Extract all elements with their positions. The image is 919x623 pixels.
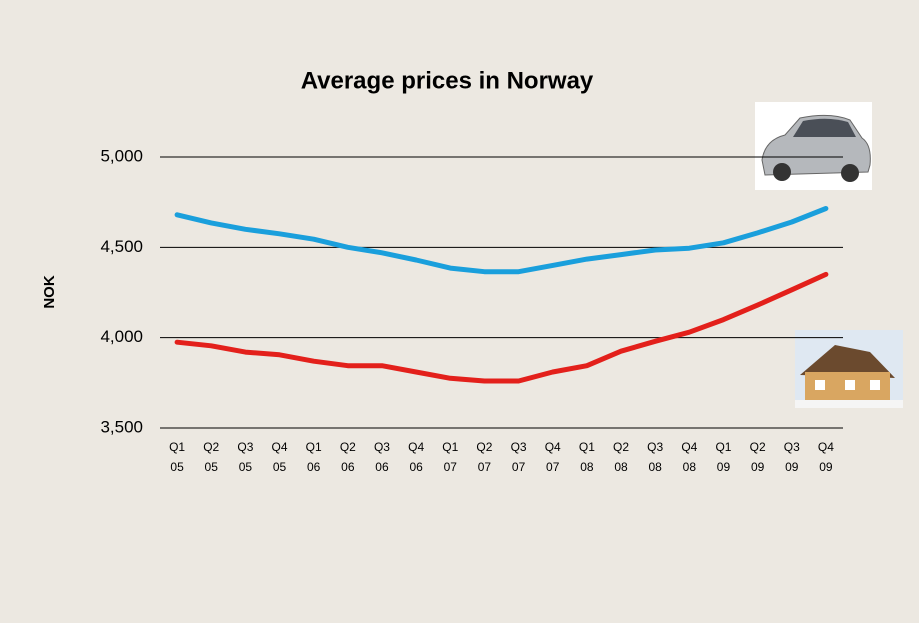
house-icon [795, 330, 903, 408]
y-tick-label: 4,500 [100, 237, 143, 256]
y-tick-label: 4,000 [100, 327, 143, 346]
y-tick-label: 5,000 [100, 146, 143, 165]
y-tick-label: 3,500 [100, 417, 143, 436]
car-icon [755, 102, 872, 190]
y-axis-label: NOK [41, 275, 58, 309]
chart: Average prices in Norway NOK 3,500 4,000 4… [0, 0, 919, 623]
chart-title: Average prices in Norway [301, 67, 594, 94]
